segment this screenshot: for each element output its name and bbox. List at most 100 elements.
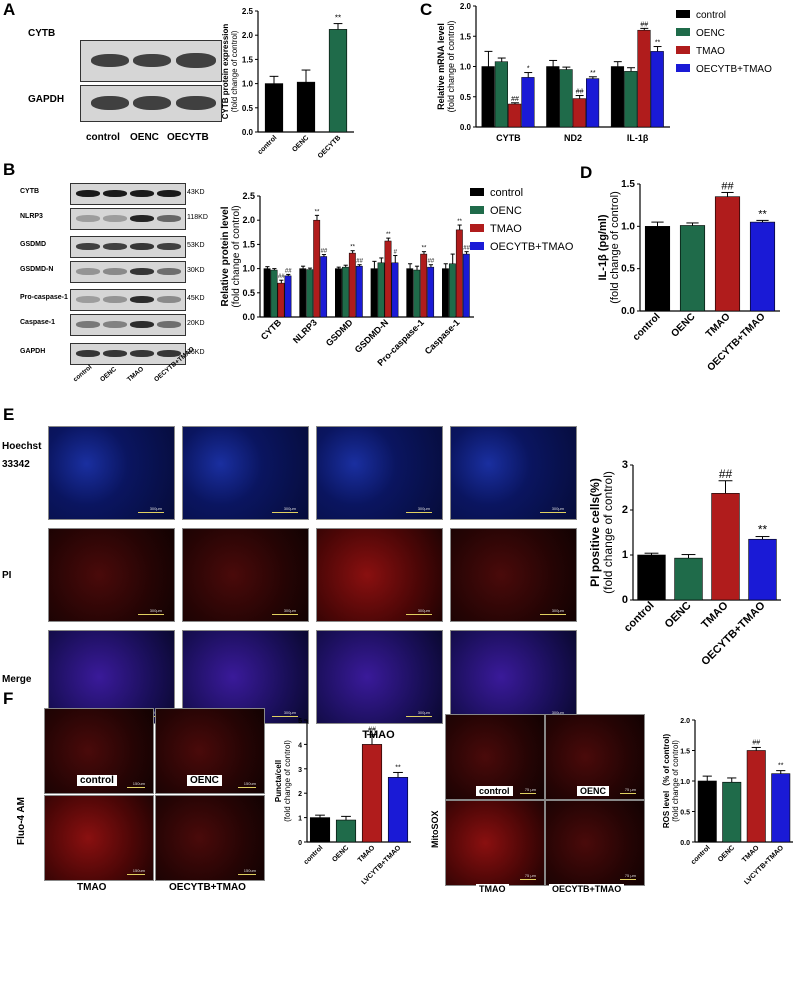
- y-tick-label: 2.0: [242, 215, 255, 225]
- significance-label: **: [386, 232, 391, 238]
- y-tick-label: 3: [298, 767, 302, 774]
- micrograph-col-label: TMAO: [362, 729, 395, 741]
- band: [157, 268, 181, 275]
- x-tick-label: OENC: [669, 311, 697, 339]
- y-axis-title: PI positive cells(%): [588, 478, 602, 587]
- x-tick-label: control: [631, 311, 663, 343]
- bar: [370, 268, 378, 318]
- x-tick-label: OENC: [717, 844, 736, 863]
- x-tick-label: control: [303, 844, 325, 866]
- legend-swatch: [470, 224, 484, 232]
- band: [157, 190, 181, 197]
- band: [130, 321, 154, 328]
- blot-b-row-label: GSDMD: [20, 241, 47, 248]
- micrograph: 75 μm: [445, 800, 545, 886]
- blot-b-kd: 45KD: [187, 295, 205, 302]
- significance-label: ##: [368, 727, 376, 734]
- band: [157, 296, 181, 303]
- scale-bar: [620, 793, 636, 794]
- bar: [320, 256, 328, 318]
- blot-a-lane: OECYTB: [167, 132, 209, 143]
- y-axis-title: CYTB protein expression: [221, 24, 230, 120]
- bar: [572, 98, 586, 128]
- scale-bar: [272, 512, 298, 513]
- blot-b-kd: 20KD: [187, 320, 205, 327]
- y-tick-label: 1: [622, 549, 628, 561]
- y-axis-title: IL-1β (pg/ml): [597, 214, 609, 280]
- scale-bar: [540, 614, 566, 615]
- scale-bar: [540, 512, 566, 513]
- y-axis-subtitle: (fold change of control): [231, 205, 242, 307]
- scale-bar: [238, 787, 256, 788]
- y-axis-subtitle: (fold change of control): [601, 471, 615, 594]
- x-tick-label: control: [257, 134, 279, 156]
- micrograph-label: OECYTB+TMAO: [166, 882, 249, 893]
- scale-bar: [272, 716, 298, 717]
- band: [103, 296, 127, 303]
- bar: [442, 268, 449, 318]
- bar: [377, 262, 385, 318]
- blot-b-strip: [70, 289, 186, 311]
- bar: [335, 819, 357, 843]
- y-tick-label: 2: [298, 791, 302, 798]
- micrograph-label: control: [77, 775, 117, 786]
- y-tick-label: 3: [622, 459, 628, 471]
- scale-label: 300μm: [551, 506, 564, 511]
- bar: [263, 268, 271, 318]
- y-tick-label: 1.5: [621, 179, 635, 190]
- y-axis-title: Puncta/cell: [274, 760, 283, 802]
- scale-label: 300μm: [149, 608, 162, 613]
- x-tick-label: GSDMD-N: [353, 317, 390, 354]
- significance-label: ##: [356, 259, 363, 265]
- bar: [284, 275, 292, 318]
- y-tick-label: 1.0: [460, 63, 472, 72]
- band: [91, 54, 129, 67]
- y-tick-label: 0: [298, 840, 302, 847]
- bar: [264, 83, 284, 133]
- x-tick-label: OECYTB: [317, 134, 343, 160]
- x-tick-label: OENC: [331, 844, 350, 863]
- y-axis-subtitle: (fold change of control): [446, 20, 456, 112]
- scale-label: 300μm: [283, 608, 296, 613]
- significance-label: ##: [278, 274, 285, 280]
- y-tick-label: 0.0: [460, 123, 472, 132]
- scale-label: 300μm: [283, 506, 296, 511]
- micrograph: 150um: [44, 795, 154, 881]
- scale-label: 75 μm: [524, 787, 536, 792]
- y-tick-label: 1: [298, 816, 302, 823]
- y-axis-title: ROS level（% of control): [661, 734, 671, 829]
- legend-swatch: [470, 242, 484, 250]
- band: [176, 53, 216, 68]
- legend-label: control: [490, 187, 523, 199]
- band: [76, 321, 100, 328]
- scale-label: 300μm: [551, 608, 564, 613]
- blot-b-strip: [70, 343, 186, 365]
- scale-label: 300μm: [283, 710, 296, 715]
- bar: [277, 282, 285, 318]
- significance-label: ##: [285, 268, 292, 274]
- significance-label: ##: [640, 21, 648, 28]
- bar: [341, 266, 349, 318]
- legend-label: OECYTB+TMAO: [696, 64, 772, 75]
- bar: [455, 229, 463, 318]
- y-tick-label: 2.0: [680, 718, 690, 725]
- scale-label: 150um: [243, 868, 256, 873]
- band: [103, 243, 127, 250]
- bar: [299, 268, 307, 318]
- significance-label: ##: [463, 246, 470, 252]
- y-tick-label: 0.0: [242, 128, 254, 137]
- scale-bar: [406, 716, 432, 717]
- scale-bar: [138, 512, 164, 513]
- bar: [355, 265, 363, 318]
- y-tick-label: 1.0: [242, 264, 255, 274]
- micrograph: 300μm: [316, 426, 443, 520]
- band: [130, 296, 154, 303]
- y-tick-label: 1.5: [460, 32, 472, 41]
- y-tick-label: 1.0: [621, 221, 635, 232]
- x-tick-label: CYTB: [259, 317, 284, 342]
- micrograph-label: TMAO: [74, 882, 110, 893]
- band: [157, 350, 181, 357]
- scale-label: 150um: [132, 781, 145, 786]
- micrograph: 300μm: [450, 528, 577, 622]
- micrograph-label: OECYTB+TMAO: [549, 884, 625, 894]
